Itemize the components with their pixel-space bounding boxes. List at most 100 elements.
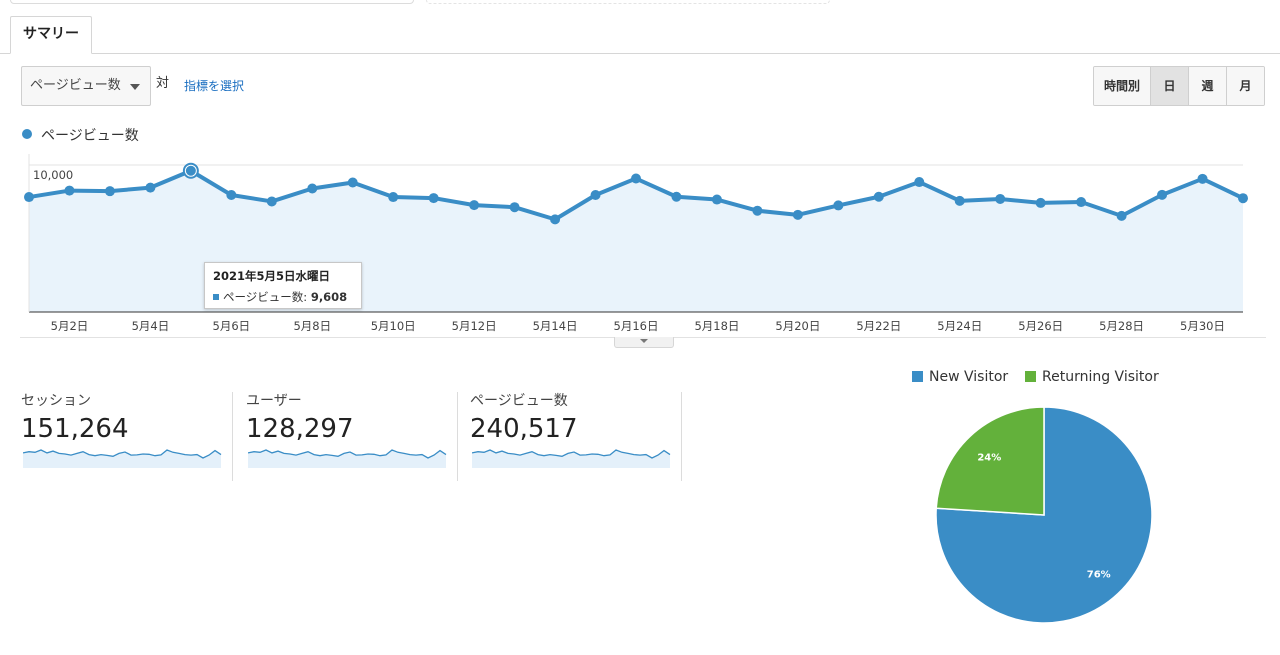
pie-legend-label: New Visitor <box>929 369 1009 385</box>
data-point[interactable] <box>388 192 399 203</box>
data-point[interactable] <box>145 182 156 193</box>
pie-slice-label: 24% <box>977 453 1001 464</box>
stat-label: セッション <box>21 393 91 409</box>
caret-down-icon <box>130 84 140 90</box>
y-tick-label: 10,000 <box>33 168 73 182</box>
sparkline <box>472 449 671 468</box>
x-tick-label: 5月8日 <box>293 319 331 333</box>
tooltip-swatch <box>213 294 219 300</box>
stat-users[interactable]: ユーザー 128,297 <box>246 390 458 482</box>
period-hourly-button[interactable]: 時間別 <box>1094 67 1150 105</box>
data-point[interactable] <box>995 193 1006 204</box>
data-point[interactable] <box>873 191 884 202</box>
x-tick-label: 5月26日 <box>1018 319 1063 333</box>
x-tick-label: 5月14日 <box>533 319 578 333</box>
legend-swatch <box>912 371 923 382</box>
metric-dropdown-value: ページビュー数 <box>30 78 121 93</box>
data-point[interactable] <box>1157 189 1168 200</box>
data-point[interactable] <box>590 189 601 200</box>
search-box-stub <box>10 0 414 4</box>
period-toggle-group: 時間別 日 週 月 <box>1093 66 1265 106</box>
choose-metric-link[interactable]: 指標を選択 <box>184 79 245 93</box>
data-point[interactable] <box>347 177 358 188</box>
data-point[interactable] <box>428 193 439 204</box>
sparkline-area <box>23 450 221 468</box>
data-point[interactable] <box>792 209 803 220</box>
x-tick-label: 5月28日 <box>1099 319 1144 333</box>
pie-slice[interactable] <box>935 406 1045 516</box>
stat-label: ユーザー <box>246 393 302 409</box>
x-tick-label: 5月20日 <box>775 319 820 333</box>
x-tick-label: 5月4日 <box>132 319 170 333</box>
stat-value: 240,517 <box>470 414 578 444</box>
tooltip-metric-label: ページビュー数: <box>223 290 308 304</box>
x-tick-label: 5月24日 <box>937 319 982 333</box>
secondary-box-stub <box>426 0 830 4</box>
data-point[interactable] <box>954 195 965 206</box>
pageviews-line-chart: 10,0005,0005月2日5月4日5月6日5月8日5月10日5月12日5月1… <box>24 154 1248 333</box>
data-point[interactable] <box>1076 197 1087 208</box>
pie-legend-new-visitor: New Visitor <box>912 369 1008 385</box>
data-point[interactable] <box>24 192 34 203</box>
tooltip-line: ページビュー数: 9,608 <box>213 289 353 305</box>
data-point-highlighted-core <box>185 165 196 176</box>
sparkline-line <box>472 449 671 459</box>
stat-separator <box>681 392 682 481</box>
tab-bar: サマリー <box>0 16 1280 54</box>
data-point[interactable] <box>226 189 237 200</box>
stat-pageviews[interactable]: ページビュー数 240,517 <box>470 390 682 482</box>
sparkline-area <box>248 450 446 468</box>
data-point[interactable] <box>631 173 641 184</box>
sparkline <box>23 449 222 468</box>
chart-tooltip: 2021年5月5日水曜日 ページビュー数: 9,608 <box>204 262 362 309</box>
data-point[interactable] <box>64 185 75 196</box>
tooltip-date: 2021年5月5日水曜日 <box>213 269 331 283</box>
x-tick-label: 5月16日 <box>614 319 659 333</box>
series-legend-label: ページビュー数 <box>41 128 139 144</box>
stat-value: 128,297 <box>246 414 354 444</box>
stat-separator <box>232 392 233 481</box>
metric-dropdown[interactable]: ページビュー数 <box>21 66 151 106</box>
stat-label: ページビュー数 <box>470 393 568 409</box>
x-tick-label: 5月10日 <box>371 319 416 333</box>
expand-arrow-icon <box>640 339 648 343</box>
tooltip-value: 9,608 <box>310 290 348 304</box>
data-point[interactable] <box>1116 210 1127 221</box>
tab-summary[interactable]: サマリー <box>10 16 92 54</box>
data-point[interactable] <box>1035 197 1046 208</box>
sparkline-line <box>23 449 222 459</box>
stat-separator <box>457 392 458 481</box>
chart-expand-handle[interactable] <box>614 337 674 348</box>
data-point[interactable] <box>671 191 682 202</box>
data-point[interactable] <box>833 200 844 211</box>
x-tick-label: 5月30日 <box>1180 319 1225 333</box>
data-point[interactable] <box>307 183 318 194</box>
data-point[interactable] <box>914 177 925 188</box>
stat-value: 151,264 <box>21 414 129 444</box>
data-point[interactable] <box>266 196 277 207</box>
data-point[interactable] <box>550 214 561 225</box>
sparkline-line <box>248 449 447 459</box>
data-point[interactable] <box>1197 173 1208 184</box>
x-tick-label: 5月18日 <box>694 319 739 333</box>
data-point[interactable] <box>711 194 722 205</box>
data-point[interactable] <box>752 205 763 216</box>
x-tick-label: 5月2日 <box>51 319 89 333</box>
period-day-button[interactable]: 日 <box>1150 67 1188 105</box>
data-point[interactable] <box>1238 193 1248 204</box>
pie-legend-label: Returning Visitor <box>1042 369 1159 385</box>
period-month-button[interactable]: 月 <box>1226 67 1264 105</box>
visitor-pie-chart: 76% 24% <box>935 406 1153 624</box>
stat-sessions[interactable]: セッション 151,264 <box>21 390 233 482</box>
pie-slice[interactable] <box>935 406 1153 624</box>
x-tick-label: 5月22日 <box>856 319 901 333</box>
period-week-button[interactable]: 週 <box>1188 67 1226 105</box>
data-point[interactable] <box>104 186 115 197</box>
versus-label: 対 <box>156 76 170 91</box>
pie-slice-label: 76% <box>1087 569 1111 580</box>
legend-swatch <box>1025 371 1036 382</box>
data-point[interactable] <box>509 202 520 213</box>
series-legend-dot <box>22 129 32 139</box>
data-point[interactable] <box>469 200 480 211</box>
x-tick-label: 5月6日 <box>213 319 251 333</box>
